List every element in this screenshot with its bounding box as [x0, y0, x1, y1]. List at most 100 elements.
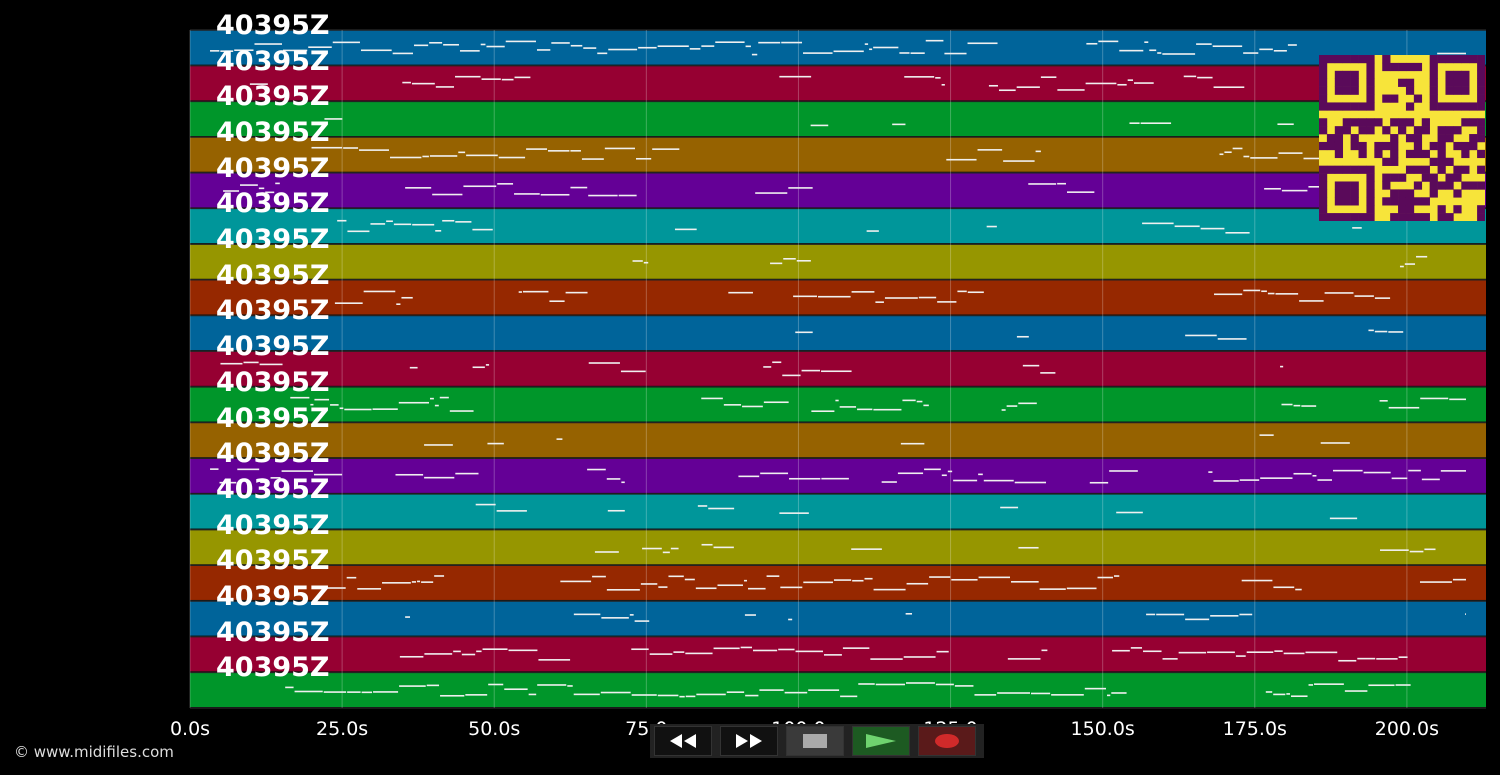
- note: [588, 194, 618, 197]
- note: [1016, 86, 1040, 88]
- play-button[interactable]: [852, 726, 910, 756]
- note: [788, 187, 813, 189]
- note: [643, 261, 649, 264]
- note: [234, 49, 254, 52]
- note: [1352, 227, 1362, 229]
- note: [424, 476, 455, 479]
- note: [260, 481, 270, 484]
- track-notes: [210, 468, 1466, 484]
- note: [1022, 364, 1040, 367]
- note: [905, 613, 913, 615]
- note: [1273, 586, 1295, 589]
- track-band: [190, 458, 1486, 493]
- note: [897, 472, 924, 475]
- rewind-button[interactable]: [654, 726, 712, 756]
- track-notes: [334, 289, 1391, 305]
- record-button[interactable]: [918, 726, 976, 756]
- note: [487, 442, 504, 445]
- note: [455, 221, 472, 223]
- note: [657, 694, 679, 697]
- track-notes: [594, 543, 1436, 554]
- note: [685, 695, 696, 698]
- note: [1162, 658, 1178, 660]
- note: [1035, 150, 1041, 153]
- note: [1084, 687, 1107, 690]
- note: [873, 46, 899, 49]
- note: [810, 124, 829, 127]
- note: [398, 401, 429, 404]
- note: [1391, 477, 1408, 480]
- note: [455, 75, 481, 78]
- note: [793, 295, 818, 298]
- fast-forward-icon: [736, 734, 762, 748]
- note: [480, 43, 486, 46]
- note: [1213, 480, 1239, 482]
- note: [313, 473, 343, 476]
- note: [439, 396, 449, 399]
- note: [1146, 613, 1156, 616]
- note: [606, 589, 640, 591]
- note: [781, 41, 803, 44]
- note: [1250, 157, 1278, 159]
- note: [548, 150, 570, 152]
- note: [453, 650, 461, 653]
- note: [435, 230, 442, 232]
- track-notes: [256, 646, 1408, 662]
- track-band: [190, 636, 1486, 672]
- note: [621, 481, 625, 484]
- note: [429, 41, 443, 44]
- note: [1239, 479, 1260, 481]
- track-notes: [285, 682, 1411, 698]
- note: [1291, 695, 1308, 698]
- track-band: [190, 386, 1486, 422]
- note: [1264, 187, 1281, 190]
- note: [902, 399, 916, 402]
- note: [429, 155, 458, 157]
- note: [551, 42, 570, 44]
- note: [1127, 79, 1134, 81]
- note: [944, 52, 967, 55]
- note: [1357, 657, 1376, 660]
- note: [967, 42, 998, 45]
- note: [604, 147, 635, 150]
- note: [424, 653, 453, 655]
- note: [417, 580, 421, 583]
- note: [330, 404, 339, 406]
- note: [758, 41, 781, 44]
- note: [597, 52, 608, 55]
- note: [620, 370, 646, 373]
- note: [1113, 575, 1120, 577]
- note: [455, 472, 479, 475]
- note: [851, 291, 875, 293]
- fast-forward-button[interactable]: [720, 726, 778, 756]
- note: [840, 695, 858, 698]
- note: [1219, 153, 1224, 156]
- time-tick-label: 50.0s: [468, 718, 521, 740]
- note: [1098, 40, 1119, 43]
- note: [587, 468, 606, 471]
- note: [1243, 289, 1261, 292]
- note: [1119, 49, 1144, 52]
- note: [935, 77, 941, 79]
- note: [751, 53, 758, 56]
- note: [210, 50, 220, 52]
- note: [372, 408, 398, 410]
- note: [210, 468, 219, 470]
- note: [866, 230, 879, 232]
- note: [779, 512, 809, 514]
- note: [412, 223, 435, 226]
- note: [1149, 49, 1157, 52]
- note: [744, 614, 756, 616]
- track-notes: [795, 329, 1404, 340]
- note: [977, 149, 1003, 151]
- note: [1014, 481, 1047, 484]
- time-tick-label: 175.0s: [1222, 718, 1287, 740]
- note: [393, 223, 412, 226]
- stop-button[interactable]: [786, 726, 844, 756]
- note: [1281, 189, 1308, 192]
- note: [285, 686, 294, 689]
- time-tick-label: 200.0s: [1374, 718, 1440, 740]
- note: [1312, 474, 1317, 477]
- note: [839, 406, 857, 408]
- note: [1299, 300, 1324, 302]
